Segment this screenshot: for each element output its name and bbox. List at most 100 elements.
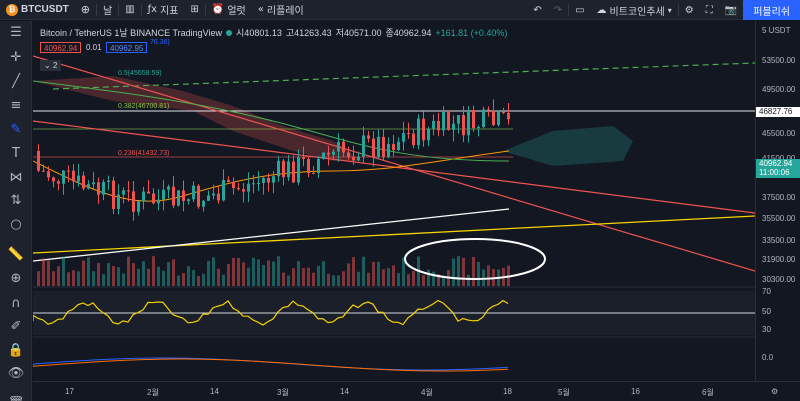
line-price-tag: 46827.76 (756, 107, 800, 117)
top-toolbar: ₿ BTCUSDT ⊕ 날 ▥ ƒx 지표 ⊞ ⏰ 얼럿 « 리플레이 (0, 0, 800, 20)
publish-button[interactable]: 퍼블리쉬 (743, 0, 800, 20)
candle-body (82, 175, 85, 189)
prediction-icon[interactable]: ⇅ (10, 193, 22, 208)
candle-body (142, 191, 145, 202)
collapse-indicators-button[interactable]: ⌄ 2 (40, 60, 62, 71)
templates-button[interactable]: ⊞ (185, 0, 205, 20)
volume-bar (322, 261, 325, 286)
candle-body (372, 138, 375, 158)
volume-bar (102, 274, 105, 286)
menu-icon[interactable]: ☰ (10, 25, 22, 40)
volume-bar (92, 271, 95, 286)
volume-bar (442, 275, 445, 286)
ellipse-annotation (404, 238, 546, 280)
currency-label[interactable]: 5 USDT (762, 26, 791, 35)
candle-body (127, 190, 130, 192)
alarm-clock-icon: ⏰ (211, 4, 225, 15)
moving-average-line (33, 80, 510, 162)
ruler-icon[interactable]: 📏 (7, 247, 25, 262)
candle-body (437, 120, 440, 131)
volume-bar (412, 271, 415, 286)
alert-button[interactable]: ⏰ 얼럿 (206, 0, 252, 20)
volume-bar (432, 271, 435, 286)
candle-body (122, 190, 125, 195)
price-chart-canvas[interactable] (33, 21, 755, 381)
price-tick: 53500.00 (762, 56, 796, 65)
signal-line (33, 358, 509, 372)
volume-bar (357, 271, 360, 286)
time-tick: 5월 (558, 388, 570, 397)
ohlc-change: +161.81 (+0.40%) (435, 27, 508, 38)
volume-bar (182, 273, 185, 286)
time-tick: 17 (65, 387, 74, 396)
candle-body (207, 195, 210, 201)
volume-bar (227, 263, 230, 286)
crosshair-icon[interactable]: ✛ (10, 50, 22, 65)
candle-body (307, 159, 310, 173)
candle-body (67, 170, 70, 172)
sell-price-button[interactable]: 40962.94 (40, 42, 82, 53)
undo-button[interactable]: ↶ (527, 0, 547, 20)
candle-body (337, 141, 340, 152)
trash-icon[interactable]: 🗑 (6, 396, 26, 401)
toolbar-divider (96, 3, 97, 16)
interval-button[interactable]: 날 (97, 0, 118, 20)
rewind-icon: « (257, 4, 264, 15)
chart-title: Bitcoin / TetherUS 1날 BINANCE TradingVie… (40, 28, 223, 38)
candle-body (92, 182, 95, 185)
settings-button[interactable]: ⚙ (679, 0, 700, 20)
stay-drawing-icon[interactable]: ✐ (10, 319, 22, 334)
symbol-search[interactable]: ₿ BTCUSDT (0, 0, 75, 20)
shapes-icon[interactable]: ○ (10, 217, 22, 232)
price-scale[interactable]: 5 USDT 53500.00 49500.00 46827.76 45500.… (755, 21, 800, 381)
replay-label: 리플레이 (266, 6, 304, 17)
candle-body (457, 115, 460, 124)
gear-icon[interactable]: ⚙ (771, 387, 779, 396)
snapshot-button[interactable]: 📷 (719, 0, 743, 20)
plus-circle-icon: ⊕ (80, 3, 90, 16)
replay-button[interactable]: « 리플레이 (252, 0, 310, 20)
spread-value: 0.01 (86, 43, 102, 52)
dashed-trend-line (52, 62, 755, 90)
volume-bar (457, 256, 460, 286)
fullscreen-button[interactable]: ⛶ (700, 0, 719, 20)
volume-bar (172, 259, 175, 286)
candle-body (87, 184, 90, 189)
oscillator-line (33, 299, 509, 326)
volume-bar (177, 275, 180, 286)
chart-type-button[interactable]: ▥ (119, 0, 140, 20)
price-tick: 33500.00 (762, 236, 796, 245)
layout-name-button[interactable]: ☁ 비트코인추세 ▾ (591, 0, 678, 20)
volume-bar (242, 262, 245, 286)
compare-symbol-button[interactable]: ⊕ (75, 0, 96, 20)
volume-bar (372, 261, 375, 286)
text-icon[interactable]: T (12, 146, 20, 161)
candle-body (477, 126, 480, 129)
volume-bar (47, 260, 50, 286)
candle-body (482, 109, 485, 127)
indicators-button[interactable]: ƒx 지표 (142, 0, 185, 20)
layout-button[interactable]: ▭ (569, 0, 590, 20)
brush-icon[interactable]: ✎ (10, 122, 22, 137)
fib-level-0382: 0.382(46700.81) (118, 103, 170, 110)
volume-bar (82, 260, 85, 286)
magnet-icon[interactable]: ∩ (11, 296, 21, 311)
buy-price-button[interactable]: 40962.95 (106, 42, 148, 53)
eye-icon[interactable]: 👁 (7, 366, 25, 381)
ichimoku-cloud (33, 76, 363, 161)
candle-body (217, 193, 220, 201)
candle-body (117, 194, 120, 210)
volume-bar (62, 256, 65, 286)
trend-line-icon[interactable]: ╱ (12, 74, 20, 89)
osc-tick: 50 (762, 307, 771, 316)
candle-body (322, 152, 325, 159)
lock-icon[interactable]: 🔒 (7, 343, 25, 358)
volume-bar (472, 257, 475, 286)
time-scale[interactable]: 17 2월 14 3월 14 4월 18 5월 16 6월 ⚙ (33, 381, 800, 401)
candle-body (157, 199, 160, 204)
redo-button[interactable]: ↷ (548, 0, 568, 20)
pattern-icon[interactable]: ⋈ (9, 170, 23, 185)
horizontal-lines-icon[interactable]: ≡ (10, 98, 22, 113)
zoom-icon[interactable]: ⊕ (10, 271, 22, 286)
ohlc-open: 시40801.13 (236, 28, 282, 38)
